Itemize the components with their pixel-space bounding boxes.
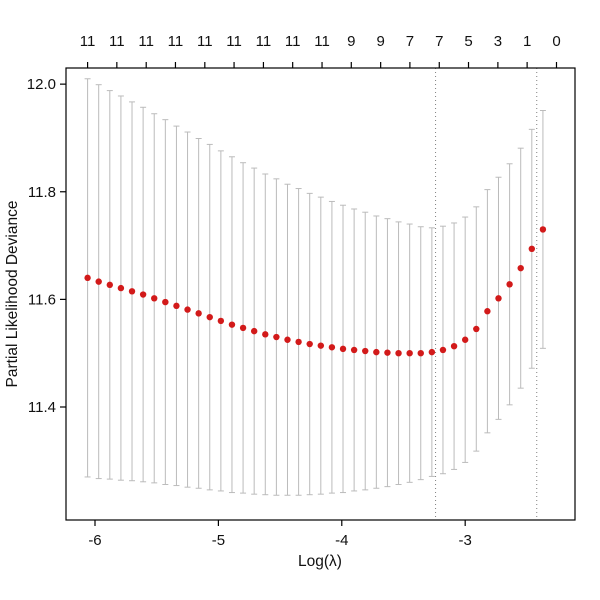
nonzero-coef-count-label: 1	[523, 33, 531, 50]
nonzero-coef-count-label: 3	[494, 33, 502, 50]
data-points-layer	[84, 226, 547, 357]
data-point	[439, 346, 447, 354]
data-point	[339, 345, 347, 353]
data-point	[228, 321, 236, 328]
data-point	[206, 313, 213, 321]
data-point	[484, 308, 491, 315]
data-point	[195, 310, 202, 317]
nonzero-coef-count-label: 11	[256, 33, 272, 50]
nonzero-coef-count-label: 9	[376, 33, 384, 50]
nonzero-coef-count-label: 11	[168, 33, 184, 50]
data-point	[461, 336, 469, 343]
nonzero-coef-count-label: 11	[138, 33, 154, 50]
data-point	[417, 349, 424, 357]
axes-layer: -6 -5 -4 -311.411.611.812.011 11 11 11 11 11 11 11…	[27, 33, 576, 549]
data-point	[306, 340, 313, 348]
data-point	[106, 281, 114, 289]
data-point	[173, 302, 180, 310]
x-tick-label: -5	[212, 532, 225, 549]
nonzero-coef-count-label: 0	[552, 33, 560, 50]
y-axis-title: Partial Likelihood Deviance	[4, 201, 21, 388]
nonzero-coef-count-label: 11	[80, 33, 96, 50]
nonzero-coef-count-label: 11	[109, 33, 125, 50]
data-point	[284, 336, 291, 343]
data-point	[262, 331, 269, 338]
data-point	[84, 274, 91, 282]
nonzero-coef-count-label: 9	[347, 33, 355, 50]
y-tick-label: 12.0	[27, 76, 56, 93]
data-point	[406, 349, 413, 357]
data-point	[184, 306, 191, 313]
data-point	[273, 333, 280, 341]
error-bars-layer	[84, 78, 546, 496]
data-point	[395, 349, 402, 357]
y-tick-label: 11.8	[28, 184, 56, 201]
data-point	[217, 317, 225, 325]
data-point	[95, 278, 102, 285]
data-point	[151, 295, 158, 302]
x-tick-label: -3	[459, 532, 472, 549]
nonzero-coef-count-label: 11	[314, 33, 330, 50]
nonzero-coef-count-label: 5	[464, 33, 472, 50]
data-point	[506, 281, 513, 288]
data-point	[362, 347, 369, 355]
data-point	[128, 288, 136, 295]
data-point	[384, 349, 391, 356]
nonzero-coef-count-label: 11	[285, 33, 301, 50]
nonzero-coef-count-label: 7	[406, 33, 414, 50]
y-tick-label: 11.6	[28, 291, 56, 308]
data-point	[428, 348, 436, 356]
data-point	[517, 264, 524, 272]
data-point	[450, 342, 458, 350]
nonzero-coef-count-label: 7	[435, 33, 443, 50]
data-point	[473, 325, 480, 333]
data-point	[373, 348, 380, 356]
y-tick-label: 11.4	[28, 399, 56, 416]
data-point	[350, 346, 358, 354]
data-point	[250, 327, 258, 335]
nonzero-coef-count-label: 11	[197, 33, 213, 50]
x-axis-title: Log(λ)	[298, 553, 342, 570]
data-point	[162, 298, 169, 306]
data-point	[239, 324, 247, 332]
nonzero-coef-count-label: 11	[226, 33, 242, 50]
data-point	[295, 338, 302, 346]
plot-border	[65, 67, 576, 521]
data-point	[317, 342, 325, 349]
data-point	[139, 291, 147, 298]
x-tick-label: -4	[335, 532, 348, 549]
data-point	[495, 295, 502, 302]
x-tick-label: -6	[88, 532, 101, 549]
data-point	[117, 284, 125, 292]
data-point	[328, 344, 336, 351]
lambda-vlines-layer	[435, 68, 538, 520]
data-point	[539, 226, 547, 233]
data-point	[528, 245, 536, 252]
